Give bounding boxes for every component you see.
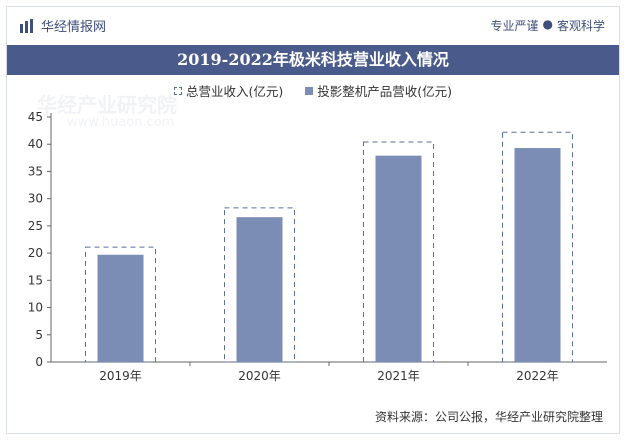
- slogan-right: 客观科学: [556, 19, 605, 33]
- x-tick-label: 2021年: [377, 369, 420, 383]
- bar-total-revenue: [224, 207, 295, 363]
- y-tick-label: 35: [28, 164, 43, 178]
- brand: 华经情报网: [19, 16, 106, 35]
- bar-projector-revenue: [97, 254, 144, 362]
- bar-projector-revenue: [236, 217, 283, 362]
- y-tick-label: 25: [28, 219, 43, 233]
- legend-label-total: 总营业收入(亿元): [185, 84, 284, 99]
- y-tick-label: 5: [35, 328, 43, 342]
- x-tick-label: 2022年: [516, 369, 559, 383]
- x-tick-label: 2020年: [238, 369, 281, 383]
- chart-frame: 华经情报网 专业严谨 ● 客观科学 2019-2022年极米科技营业收入情况 华…: [6, 6, 620, 434]
- legend-item-total: 总营业收入(亿元): [173, 81, 284, 100]
- bar-chart: 0 5 10 15 20 25 30 35 40 45 2019年 2020年 2021年 2022年: [28, 110, 607, 383]
- legend-swatch-projector: [305, 86, 314, 95]
- y-tick-label: 0: [35, 355, 43, 369]
- legend-item-projector: 投影整机产品营收(亿元): [305, 81, 452, 100]
- slogan-separator: ●: [542, 17, 553, 31]
- slogan-left: 专业严谨: [490, 19, 539, 33]
- source-note: 资料来源：公司公报，华经产业研究院整理: [374, 410, 603, 424]
- bar-projector-revenue: [514, 148, 561, 362]
- y-tick-label: 20: [28, 246, 43, 260]
- legend-label-projector: 投影整机产品营收(亿元): [317, 84, 453, 99]
- bar-projector-revenue: [375, 155, 422, 362]
- brand-name: 华经情报网: [41, 20, 107, 35]
- x-tick-label: 2019年: [99, 369, 142, 383]
- y-tick-label: 15: [28, 273, 43, 287]
- brand-logo-icon: [20, 18, 33, 33]
- y-tick-label: 30: [28, 192, 43, 206]
- legend-swatch-total: [173, 86, 182, 95]
- y-tick-label: 40: [28, 137, 43, 151]
- y-tick-label: 10: [28, 301, 43, 315]
- legend: 总营业收入(亿元) 投影整机产品营收(亿元): [7, 81, 619, 100]
- chart-title: 2019-2022年极米科技营业收入情况: [7, 45, 619, 75]
- y-tick-label: 45: [28, 110, 43, 124]
- top-bar: 华经情报网 专业严谨 ● 客观科学: [7, 7, 619, 45]
- slogan: 专业严谨 ● 客观科学: [490, 17, 605, 34]
